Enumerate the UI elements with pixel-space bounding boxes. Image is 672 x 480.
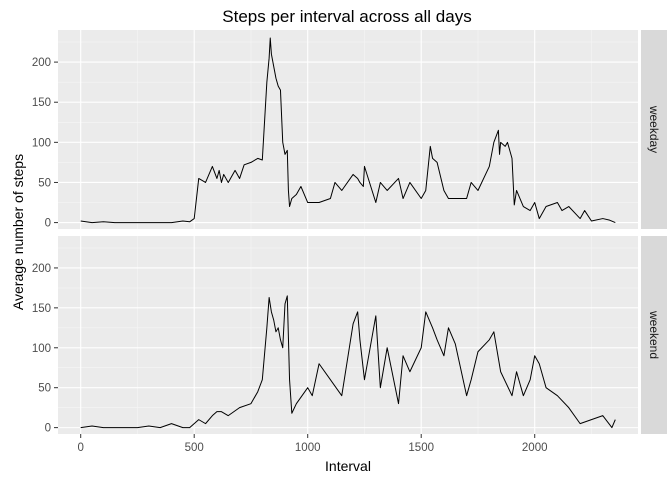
panel-background xyxy=(58,236,638,434)
series-line-weekend xyxy=(80,295,616,429)
y-tick-label: 200 xyxy=(32,57,51,69)
panel-weekend: 0 50 100 150 200 weekend xyxy=(32,236,667,435)
y-tick-label: 100 xyxy=(32,137,51,149)
panel-weekday: 0 50 100 150 200 weekday xyxy=(32,30,667,230)
y-tick-label: 0 xyxy=(45,218,51,230)
panels: 0 50 100 150 200 weekday 0 50 100 150 200 weekend xyxy=(32,30,667,435)
facet-strip xyxy=(641,30,667,229)
y-tick-label: 100 xyxy=(32,343,51,355)
panel-background xyxy=(58,30,638,229)
series-line-weekday xyxy=(80,37,616,224)
facet-strip xyxy=(641,236,667,434)
x-axis-title: Interval xyxy=(325,458,371,474)
x-tick-label: 2000 xyxy=(522,442,548,454)
y-tick-label: 50 xyxy=(38,177,51,189)
y-tick-label: 200 xyxy=(32,263,51,275)
y-tick-label: 150 xyxy=(32,97,51,109)
x-tick-label: 500 xyxy=(185,442,204,454)
y-axis-title: Average number of steps xyxy=(10,154,26,310)
x-tick-label: 0 xyxy=(77,442,83,454)
x-tick-label: 1000 xyxy=(295,442,321,454)
x-axis: 0 500 1000 1500 2000 xyxy=(77,434,548,454)
facet-strip-label: weekday xyxy=(647,105,661,153)
x-tick-label: 1500 xyxy=(408,442,434,454)
y-tick-label: 50 xyxy=(38,383,51,395)
chart-title: Steps per interval across all days xyxy=(222,7,471,26)
facet-strip-label: weekend xyxy=(647,310,661,359)
y-tick-label: 0 xyxy=(45,423,51,435)
y-tick-label: 150 xyxy=(32,303,51,315)
